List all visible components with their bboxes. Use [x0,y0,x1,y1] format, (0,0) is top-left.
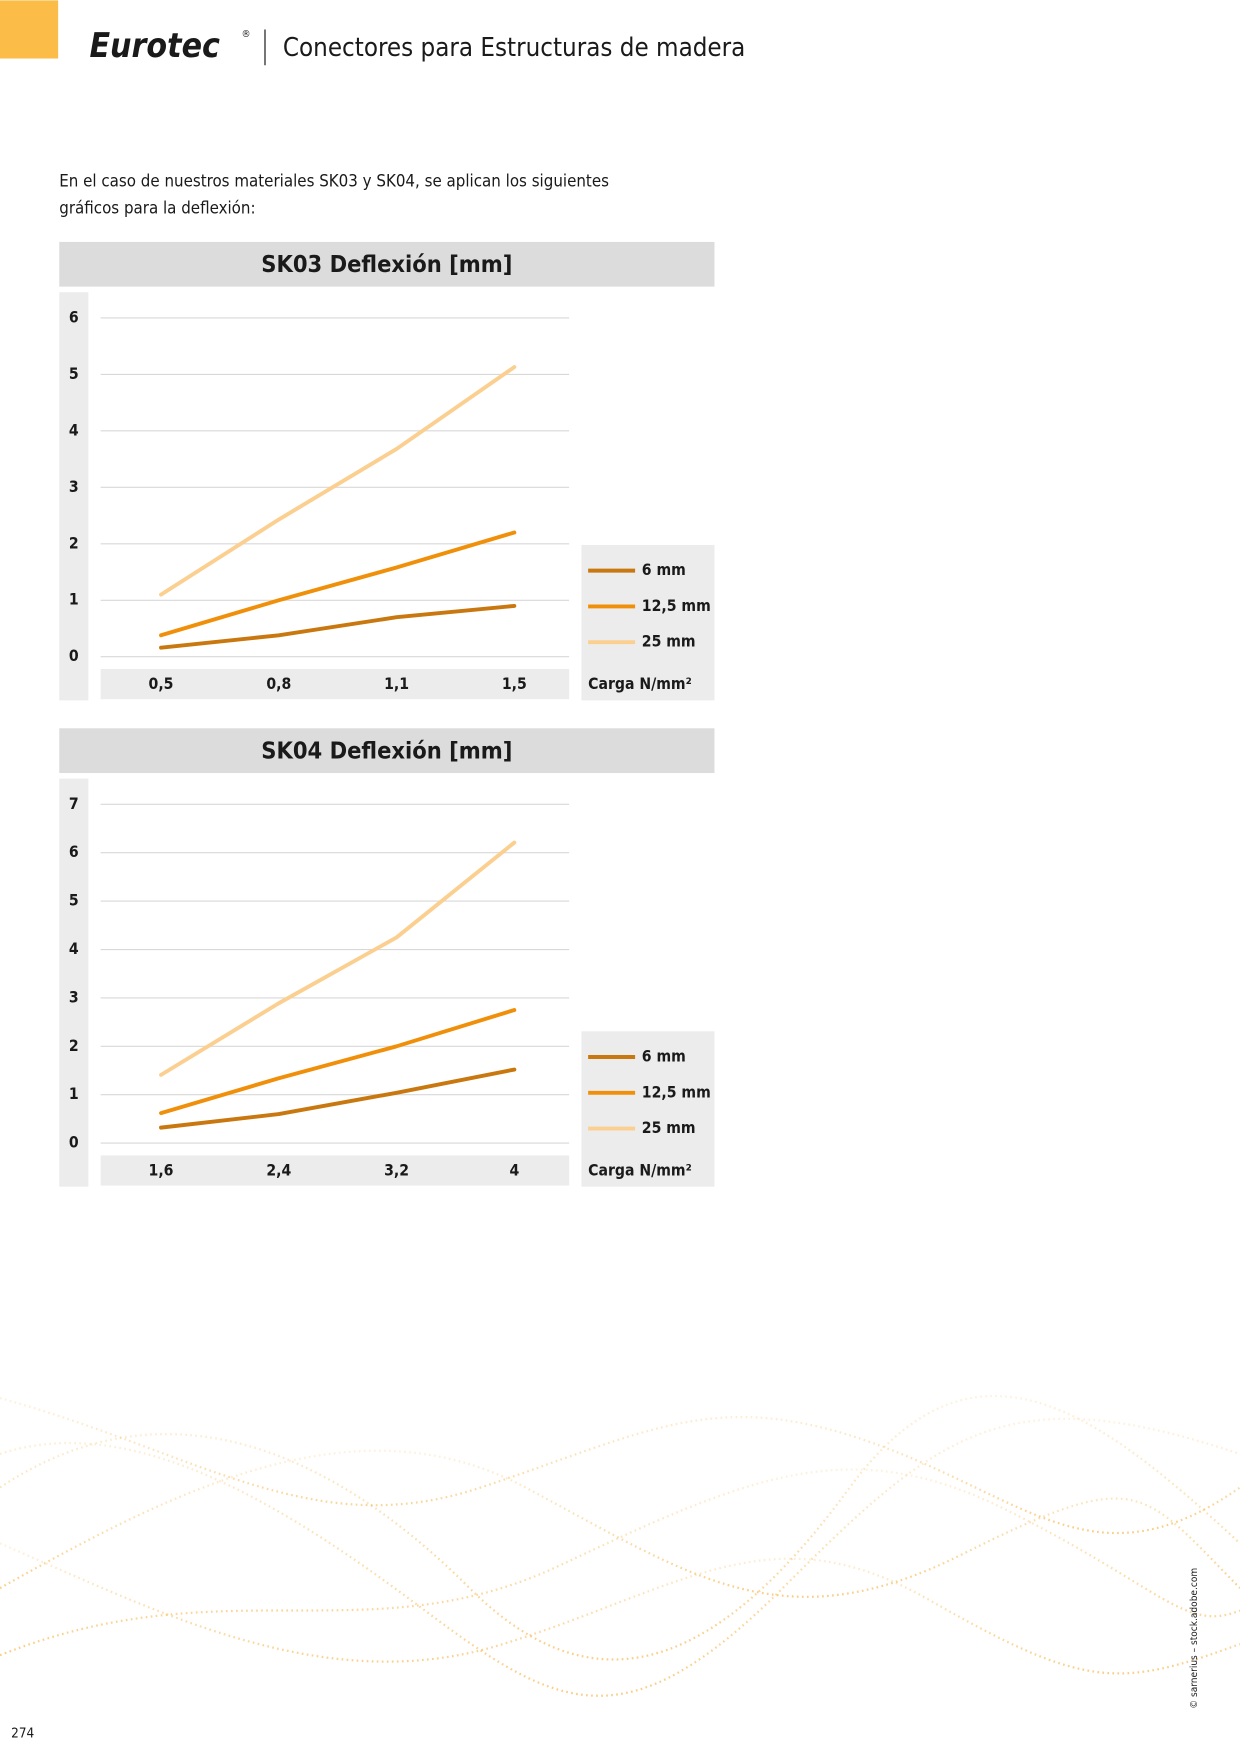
chart-title: SK04 Deflexión [mm] [261,736,512,764]
legend-label: 25 mm [642,632,696,651]
y-tick-label: 4 [69,939,79,958]
line-series [159,1008,517,1116]
y-tick-label: 4 [69,420,79,439]
y-tick-label: 5 [69,364,79,383]
line-series [159,530,517,638]
x-axis-band [100,669,570,700]
x-axis-label: Carga N/mm² [588,674,692,693]
x-axis-label: Carga N/mm² [588,1161,692,1180]
legend-label: 6 mm [642,560,686,579]
y-tick-label: 6 [69,842,79,861]
x-axis-band [100,1155,570,1186]
brand: Eurotec [89,26,220,65]
x-tick-label: 0,8 [266,674,291,693]
legend-label: 12,5 mm [642,596,711,615]
y-tick-label: 5 [69,891,79,910]
y-tick-label: 0 [69,646,79,665]
chart-title-bar [59,241,715,287]
x-tick-label: 3,2 [384,1161,409,1180]
background-waves [0,1394,1240,1697]
x-tick-label: 0,5 [149,674,174,693]
y-tick-label: 0 [69,1133,79,1152]
line-series [159,603,517,650]
line-series [159,1067,517,1130]
y-tick-label: 1 [69,1084,79,1103]
legend-label: 25 mm [642,1118,696,1137]
y-axis-band [59,292,89,701]
intro-line: gráficos para la deflexión: [59,197,255,217]
y-tick-label: 3 [69,987,79,1006]
page-number: 274 [11,1726,34,1741]
corner-mark [0,0,59,59]
x-tick-label: 4 [509,1161,519,1180]
intro-line: En el caso de nuestros materiales SK03 y… [59,171,609,191]
line-series [159,365,517,597]
brand-mark: ® [242,29,251,40]
legend-label: 6 mm [642,1047,686,1066]
chart-title-bar [59,728,715,774]
y-tick-label: 6 [69,307,79,326]
x-tick-label: 1,5 [502,674,527,693]
y-tick-label: 7 [69,794,79,813]
y-tick-label: 3 [69,477,79,496]
line-series [159,840,517,1077]
x-tick-label: 1,6 [149,1161,174,1180]
x-tick-label: 1,1 [384,674,409,693]
y-tick-label: 1 [69,590,79,609]
y-tick-label: 2 [69,533,79,552]
y-axis-band [59,778,89,1187]
x-tick-label: 2,4 [266,1161,291,1180]
chart-title: SK03 Deflexión [mm] [261,250,512,278]
legend-label: 12,5 mm [642,1082,711,1101]
header-title: Conectores para Estructuras de madera [283,33,745,63]
y-tick-label: 2 [69,1036,79,1055]
photo-credit: © sarnerius – stock.adobe.com [1189,1568,1200,1709]
